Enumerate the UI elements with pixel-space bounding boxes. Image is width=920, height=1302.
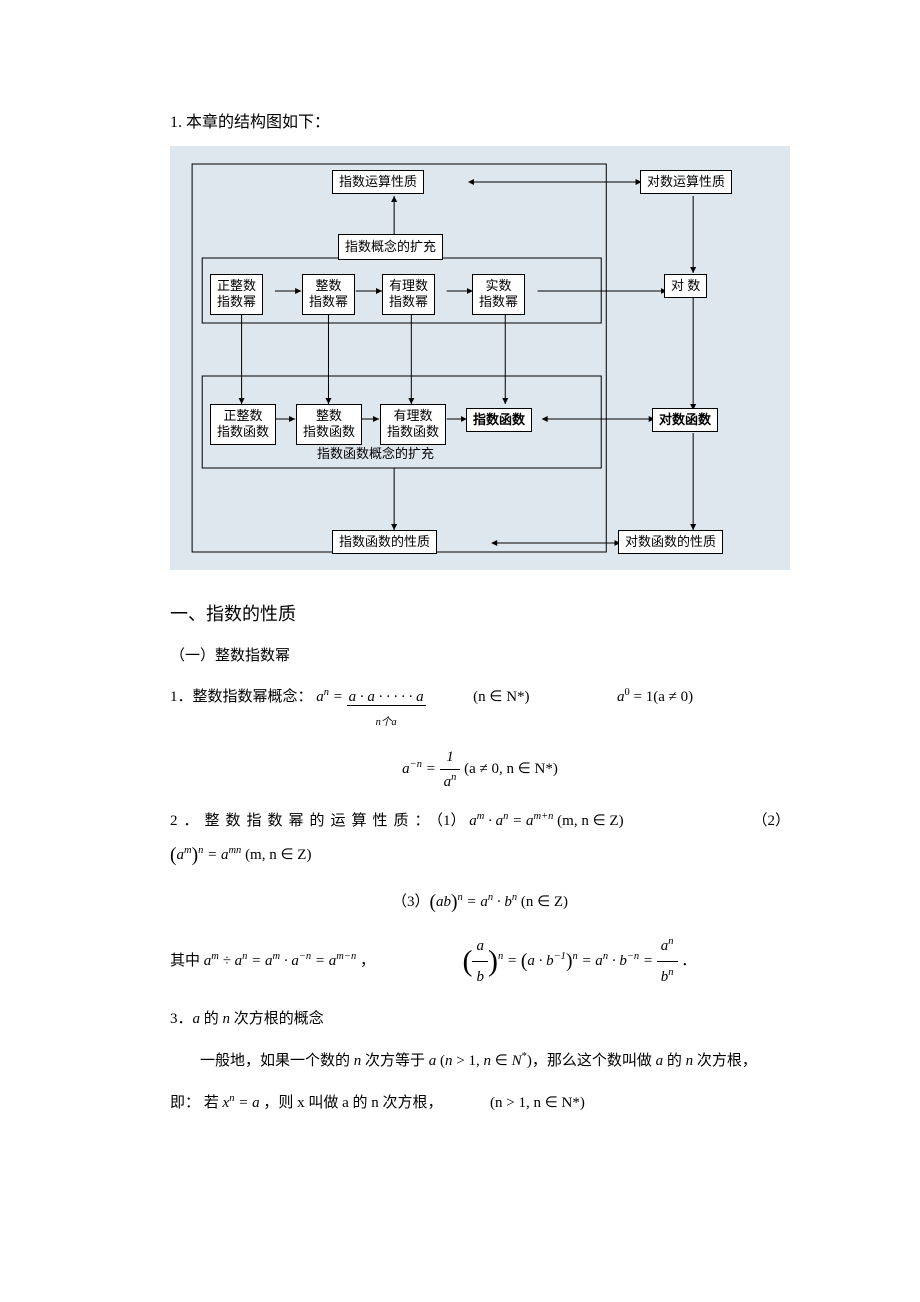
box-logfn-prop: 对数函数的性质 (618, 530, 723, 555)
eq-a-neg-n: a−n = 1an (a ≠ 0, n ∈ N*) (170, 745, 790, 794)
item-3-nth-root-text: 一般地，如果一个数的 n 次方等于 a (n > 1, n ∈ N*)，那么这个… (170, 1046, 790, 1076)
eq-ab-n: （3）(ab)n = an · bn (n ∈ Z) (170, 887, 790, 918)
subsection-1-1-heading: （一）整数指数幂 (170, 644, 790, 668)
eq-a0: a0 (617, 689, 630, 705)
item-2-whence: 其中 am ÷ an = am · a−n = am−n ， (ab)n = (… (170, 931, 790, 992)
box-log-function: 对数函数 (652, 408, 718, 433)
box-posint-exp: 正整数 指数幂 (210, 274, 263, 316)
box-rational-expfn: 有理数 指数函数 (380, 404, 446, 446)
item-2-label: 2．整数指数幂的运算性质： (170, 813, 436, 829)
box-logarithm: 对 数 (664, 274, 707, 299)
cond-n-gt-1-Nstar: (n > 1, n ∈ N*) (490, 1095, 585, 1111)
structure-diagram: 指数运算性质 对数运算性质 指数概念的扩充 正整数 指数幂 整数 指数幂 有理数… (170, 146, 790, 570)
box-exp-function: 指数函数 (466, 408, 532, 433)
box-int-expfn: 整数 指数函数 (296, 404, 362, 446)
label-expfn-concept-ext: 指数函数概念的扩充 (317, 444, 434, 465)
page-title: 1. 本章的结构图如下： (170, 110, 790, 136)
item-3-nth-root-heading: 3．a 的 n 次方根的概念 (170, 1004, 790, 1034)
item-3-nth-root-即: 即： 若 xn = a ，则 x 叫做 a 的 n 次方根， (n > 1, n… (170, 1088, 790, 1118)
box-int-exp: 整数 指数幂 (302, 274, 355, 316)
box-expfn-prop: 指数函数的性质 (332, 530, 437, 555)
box-log-op-prop: 对数运算性质 (640, 170, 732, 195)
item-2-integer-exp-ops: 2．整数指数幂的运算性质：（1） am · an = am+n (m, n ∈ … (170, 806, 790, 875)
item-1-integer-exp-concept: 1．整数指数幂概念： an = a · a · · · · · a n个a (n… (170, 682, 790, 733)
section-1-heading: 一、指数的性质 (170, 600, 790, 629)
box-real-exp: 实数 指数幂 (472, 274, 525, 316)
cond-n-in-Nstar: (n ∈ N*) (473, 689, 529, 705)
box-posint-expfn: 正整数 指数函数 (210, 404, 276, 446)
label-exp-concept-ext: 指数概念的扩充 (338, 234, 443, 261)
item-1-label: 1．整数指数幂概念： (170, 689, 313, 705)
cond-a-ne-0-n-Nstar: (a ≠ 0, n ∈ N*) (464, 761, 558, 777)
cond-a-ne-0: (a ≠ 0) (653, 689, 693, 705)
box-rational-exp: 有理数 指数幂 (382, 274, 435, 316)
box-exp-op-prop: 指数运算性质 (332, 170, 424, 195)
